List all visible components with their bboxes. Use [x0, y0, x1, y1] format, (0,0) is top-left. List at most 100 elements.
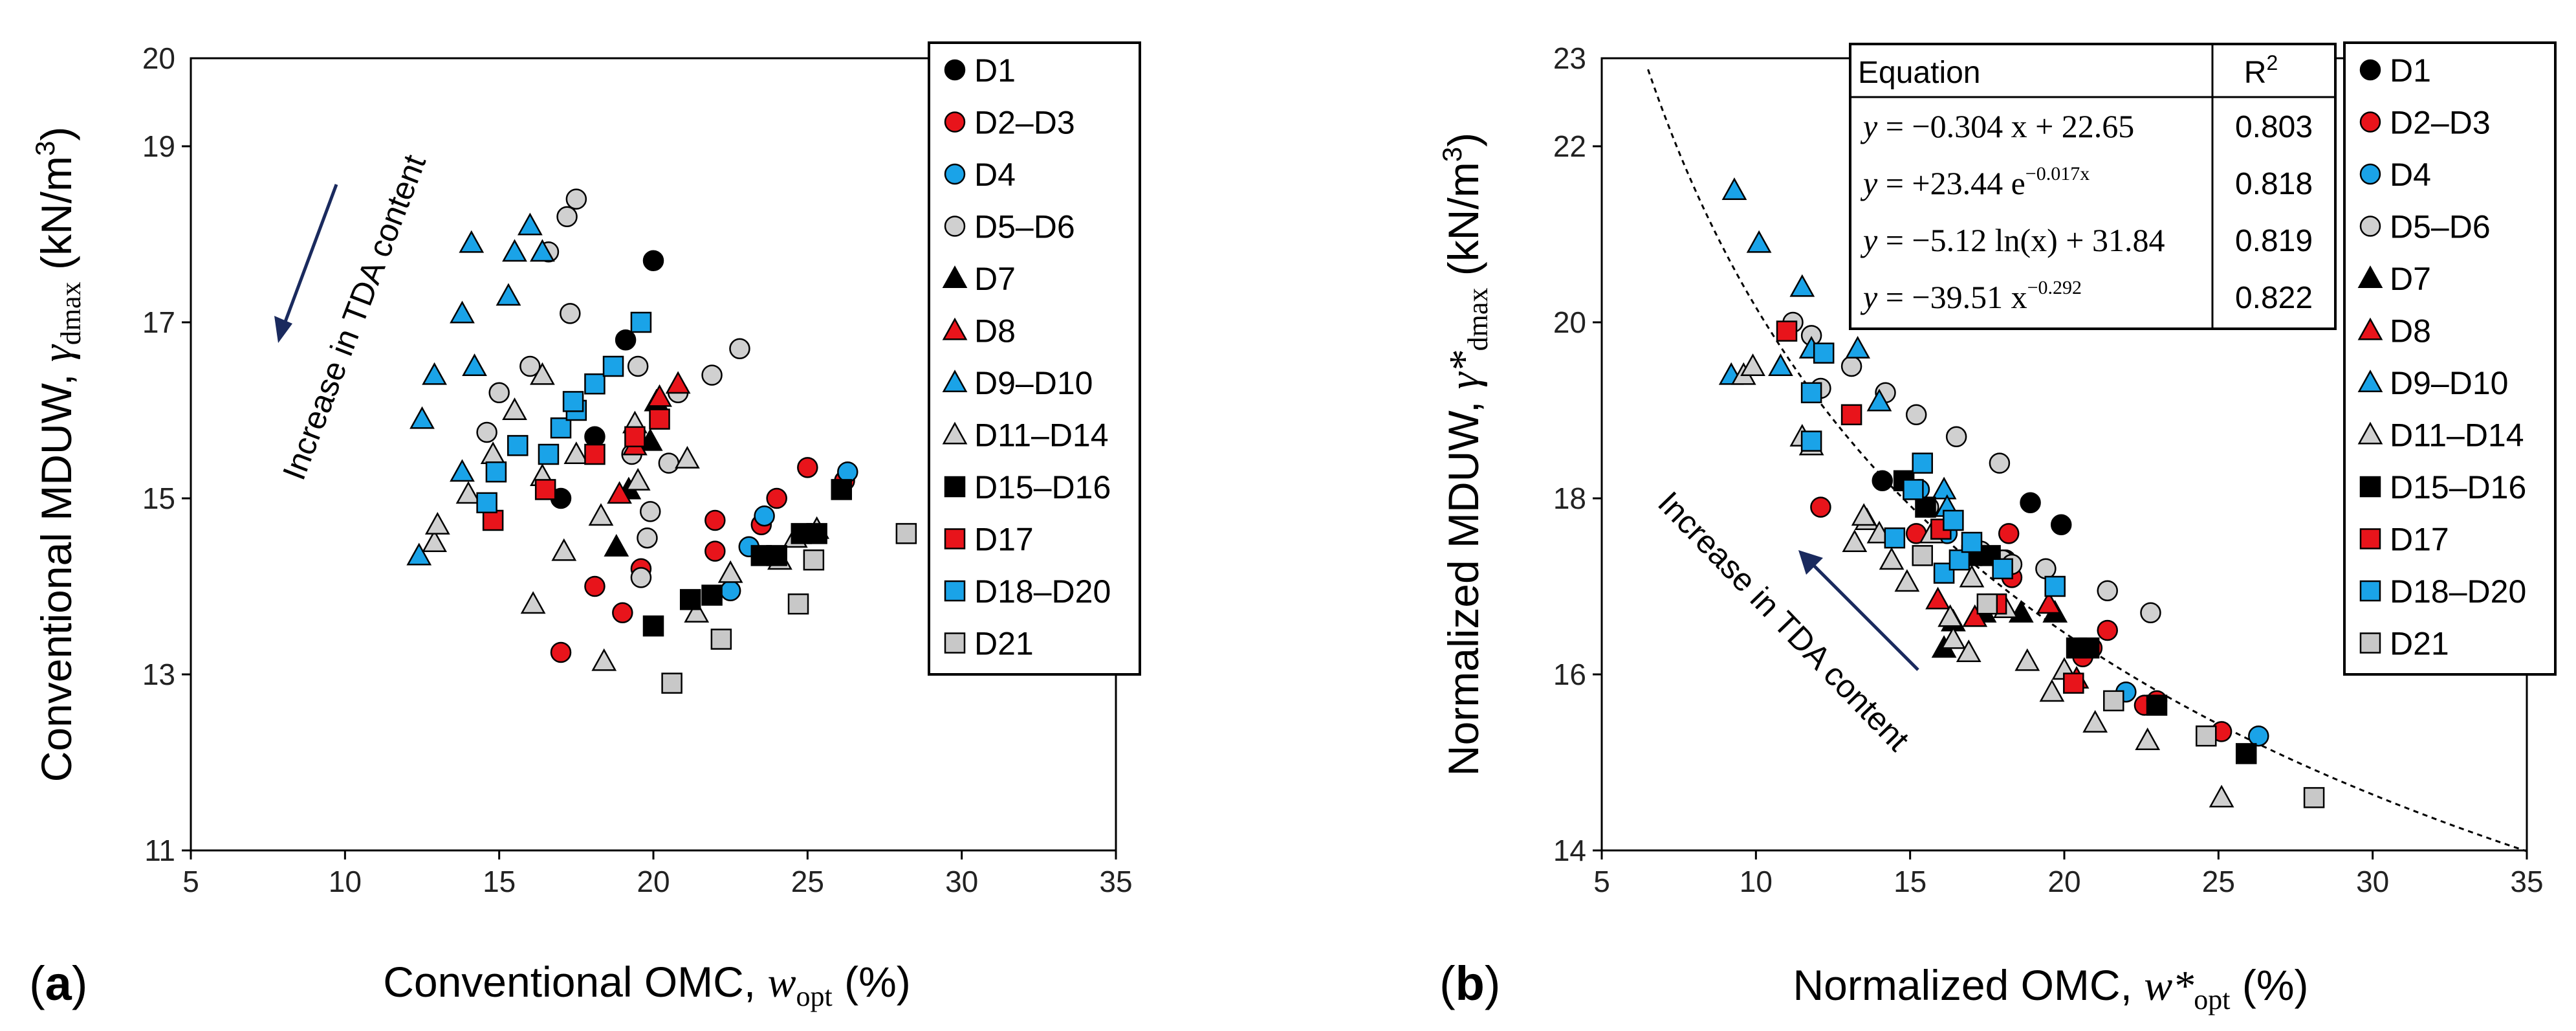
point-d9-d10	[1789, 274, 1815, 297]
legend-label-d9-d10: D9–D10	[974, 365, 1093, 401]
point-d5-d6	[658, 452, 680, 474]
y-axis-ticks-b: 14 16 18 20 22 23	[1553, 41, 1602, 867]
point-d11-d14	[2209, 784, 2234, 808]
r2-value-1: 0.803	[2235, 110, 2313, 144]
x-tick-label: 10	[329, 865, 362, 898]
point-d8	[647, 384, 672, 407]
legend-marker-d2-d3	[2359, 111, 2381, 133]
x-tick-label: 5	[182, 865, 199, 898]
legend-label-d2-d3: D2–D3	[974, 105, 1075, 141]
point-d9-d10	[422, 362, 447, 385]
point-d11-d14	[455, 481, 481, 504]
legend-label-d7: D7	[974, 261, 1016, 297]
y-tick-label: 14	[1553, 834, 1586, 867]
point-d18-d20	[2044, 575, 2066, 597]
data-points-a	[406, 188, 917, 694]
equation-row-3: y = −5.12 ln(x) + 31.84	[1860, 222, 2165, 258]
legend-label-d2-d3: D2–D3	[2390, 105, 2491, 141]
legend-marker-d15-d16	[2359, 476, 2381, 498]
x-tick-label: 20	[2047, 865, 2080, 898]
point-d11-d14	[1937, 604, 1963, 627]
series-d18-d20	[1800, 342, 2066, 597]
legend-marker-d15-d16	[944, 476, 966, 498]
x-tick-label: 20	[637, 865, 670, 898]
point-d21	[2103, 690, 2124, 712]
point-d9-d10	[517, 212, 543, 236]
point-d15-d16	[2078, 637, 2100, 659]
point-d2-d3	[1998, 523, 2020, 544]
x-tick-label: 25	[2202, 865, 2235, 898]
legend-label-d1: D1	[2390, 52, 2431, 89]
legend-box-b	[2343, 41, 2557, 676]
legend-label-d11-d14: D11–D14	[974, 417, 1109, 454]
point-d4	[837, 461, 858, 483]
point-d5-d6	[630, 567, 652, 588]
point-d18-d20	[1800, 430, 1822, 452]
point-d15-d16	[701, 584, 723, 606]
point-d9-d10	[530, 239, 555, 262]
point-d18-d20	[1961, 531, 1983, 553]
point-d15-d16	[806, 523, 827, 544]
legend-marker-d5-d6	[2359, 216, 2381, 237]
point-d18-d20	[476, 492, 497, 514]
point-d11-d14	[1842, 529, 1868, 553]
legend-a: D1 D2–D3 D4 D5–D6 D7 D8 D9–D10 D11–D14 D15–D16 D1…	[942, 52, 1111, 662]
legend-marker-d9-d10	[942, 370, 968, 393]
x-tick-label: 30	[2356, 865, 2389, 898]
point-d2-d3	[550, 641, 572, 663]
r2-value-2: 0.818	[2235, 167, 2313, 201]
y-tick-label: 23	[1553, 41, 1586, 75]
point-d18-d20	[1800, 382, 1822, 404]
point-d11-d14	[1879, 547, 1905, 570]
point-d9-d10	[450, 459, 475, 482]
point-d18-d20	[1933, 562, 1955, 584]
point-d18-d20	[1813, 342, 1835, 364]
tda-arrowhead-a	[274, 316, 292, 343]
legend-marker-d5-d6	[944, 216, 966, 237]
point-d8	[2036, 591, 2062, 614]
point-d11-d14	[1740, 353, 1765, 377]
r2-value-4: 0.822	[2235, 281, 2313, 315]
legend-label-d9-d10: D9–D10	[2390, 365, 2508, 401]
legend-marker-d4	[2359, 163, 2381, 185]
point-d11-d14	[2014, 648, 2040, 671]
point-d8	[665, 371, 691, 394]
point-d18-d20	[1992, 558, 2013, 580]
point-d5-d6	[488, 382, 510, 404]
point-d9-d10	[1721, 177, 1747, 201]
point-d5-d6	[1945, 426, 1967, 448]
point-d17	[624, 426, 646, 448]
legend-label-d5-d6: D5–D6	[974, 209, 1075, 245]
data-points-b	[1718, 177, 2325, 808]
point-d21	[895, 523, 917, 544]
point-d9-d10	[502, 239, 527, 262]
point-d11-d14	[520, 591, 546, 614]
series-d17	[482, 408, 670, 531]
y-tick-label: 17	[142, 305, 175, 339]
legend-label-d8: D8	[974, 313, 1016, 349]
tda-arrow-b	[1810, 562, 1919, 671]
point-d11-d14	[625, 467, 651, 491]
point-d5-d6	[2140, 602, 2161, 624]
point-d11-d14	[551, 538, 577, 561]
series-d9-d10	[406, 212, 555, 566]
point-d7	[604, 533, 629, 557]
point-d2-d3	[2097, 619, 2118, 641]
point-d21	[787, 593, 809, 615]
legend-label-d15-d16: D15–D16	[2390, 469, 2526, 505]
y-tick-label: 13	[142, 658, 175, 691]
point-d15-d16	[2146, 694, 2168, 716]
point-d2-d3	[584, 575, 606, 597]
panel-label-b: (b)	[1439, 957, 1501, 1010]
point-d11-d14	[717, 560, 743, 583]
series-d21	[1912, 545, 2325, 808]
point-d18-d20	[1903, 479, 1924, 500]
x-axis-ticks-b: 5 10 15 20 25 30 35	[1593, 850, 2544, 898]
point-d8	[1925, 586, 1950, 610]
point-d9-d10	[462, 353, 487, 377]
equation-row-2: y = +23.44 e−0.017x	[1860, 163, 2090, 201]
point-d1	[584, 426, 606, 448]
legend-marker-d21	[944, 632, 966, 654]
point-d1	[615, 329, 637, 351]
